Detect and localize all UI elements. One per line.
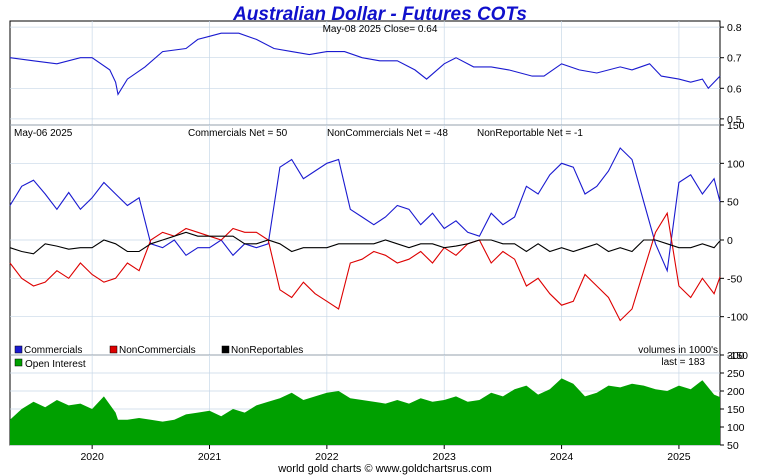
x-axis: 2020 2021 2022 2023 2024 2025 [80,445,691,463]
y-tick-label: 50 [727,440,739,452]
cot-grid [10,124,720,356]
price-line [9,32,721,96]
y-tick-label: 200 [727,386,745,398]
y-tick-label: 0.8 [727,22,742,34]
legend-swatch-open-interest [14,358,23,367]
y-tick-label: -50 [727,273,742,285]
y-tick-label: 0.6 [727,83,742,95]
x-tick-label: 2021 [198,451,222,463]
legend-swatch-nonreportables [221,345,230,354]
x-tick-label: 2024 [550,451,574,463]
legend-nonreportables: NonReportables [231,345,303,356]
y-tick-label: 0 [727,235,733,247]
y-tick-label: 300 [727,350,745,362]
cot-panel: May-06 2025 Commercials Net = 50 NonComm… [9,120,748,362]
y-tick-label: 100 [727,422,745,434]
y-tick-label: -150 [727,350,748,362]
y-tick-label: 0.7 [727,53,742,65]
nonreportables-line [9,231,721,255]
x-tick-label: 2025 [667,451,691,463]
y-tick-label: 250 [727,368,745,380]
commercials-net: Commercials Net = 50 [188,128,288,139]
cot-date: May-06 2025 [14,128,73,139]
price-panel: May-08 2025 Close= 0.64 0.8 0.7 0.6 0.5 [9,20,742,126]
oi-y-axis: 300 250 200 150 100 50 [720,350,745,452]
y-tick-label: 150 [727,404,745,416]
commercials-line [9,147,721,273]
price-y-axis: 0.8 0.7 0.6 0.5 [720,22,742,126]
legend-swatch-commercials [14,345,23,354]
noncommercials-line [9,211,721,322]
y-tick-label: 100 [727,158,745,170]
y-tick-label: 0.5 [727,114,742,126]
cot-y-axis: 150 100 50 0 -50 -100 -150 [720,120,748,362]
y-tick-label: -100 [727,312,748,324]
x-tick-label: 2023 [433,451,457,463]
oi-last: last = 183 [661,357,705,368]
chart-title: Australian Dollar - Futures COTs [232,4,527,25]
volume-units: volumes in 1000's [638,345,718,356]
oi-panel: Open Interest last = 183 300 250 200 150 100… [9,350,745,452]
cot-legend: Commercials NonCommercials NonReportable… [14,345,303,356]
y-tick-label: 150 [727,120,745,132]
legend-commercials: Commercials [24,345,82,356]
legend-open-interest: Open Interest [25,359,86,370]
y-tick-label: 50 [727,197,739,209]
price-panel-frame [9,20,721,126]
open-interest-area [10,378,720,445]
price-header: May-08 2025 Close= 0.64 [323,24,438,35]
nonreportable-net: NonReportable Net = -1 [477,128,583,139]
x-tick-label: 2020 [80,451,104,463]
x-tick-label: 2022 [315,451,339,463]
footer-credit: world gold charts © www.goldchartsrus.co… [277,463,492,475]
legend-noncommercials: NonCommercials [119,345,196,356]
legend-swatch-noncommercials [109,345,118,354]
noncommercials-net: NonCommercials Net = -48 [327,128,448,139]
